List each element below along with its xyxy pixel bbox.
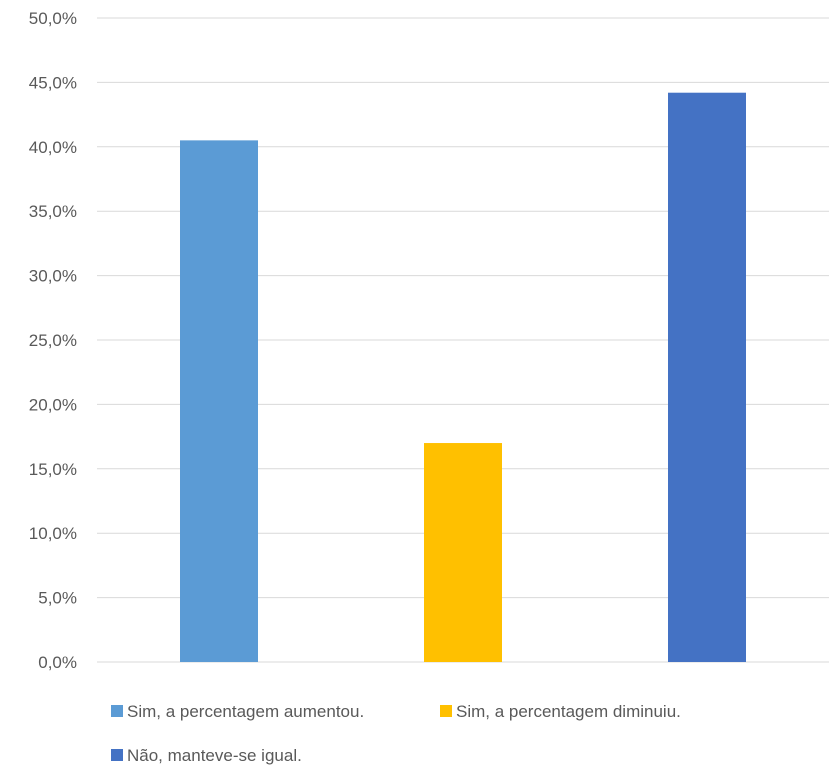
y-tick-label: 5,0% — [38, 589, 77, 608]
y-tick-label: 45,0% — [29, 73, 77, 92]
legend-label: Sim, a percentagem aumentou. — [127, 702, 364, 721]
y-tick-label: 50,0% — [29, 9, 77, 28]
legend-item: Sim, a percentagem diminuiu. — [440, 702, 681, 721]
legend-label: Não, manteve-se igual. — [127, 746, 302, 765]
legend: Sim, a percentagem aumentou. Sim, a perce… — [111, 702, 681, 765]
legend-swatch — [111, 705, 123, 717]
legend-swatch — [440, 705, 452, 717]
legend-label: Sim, a percentagem diminuiu. — [456, 702, 681, 721]
y-tick-label: 10,0% — [29, 524, 77, 543]
y-tick-label: 30,0% — [29, 267, 77, 286]
bar — [668, 92, 746, 663]
y-tick-label: 15,0% — [29, 460, 77, 479]
legend-item: Sim, a percentagem aumentou. — [111, 702, 364, 721]
legend-swatch — [111, 749, 123, 761]
y-tick-label: 35,0% — [29, 202, 77, 221]
y-axis-tick-labels: 0,0% 5,0% 10,0% 15,0% 20,0% 25,0% 30,0% 35,0% 40… — [29, 9, 77, 672]
y-tick-label: 0,0% — [38, 653, 77, 672]
bar — [424, 443, 502, 662]
y-tick-label: 40,0% — [29, 138, 77, 157]
bars — [180, 92, 746, 663]
bar — [180, 140, 258, 663]
y-tick-label: 20,0% — [29, 395, 77, 414]
y-tick-label: 25,0% — [29, 331, 77, 350]
legend-item: Não, manteve-se igual. — [111, 746, 302, 765]
